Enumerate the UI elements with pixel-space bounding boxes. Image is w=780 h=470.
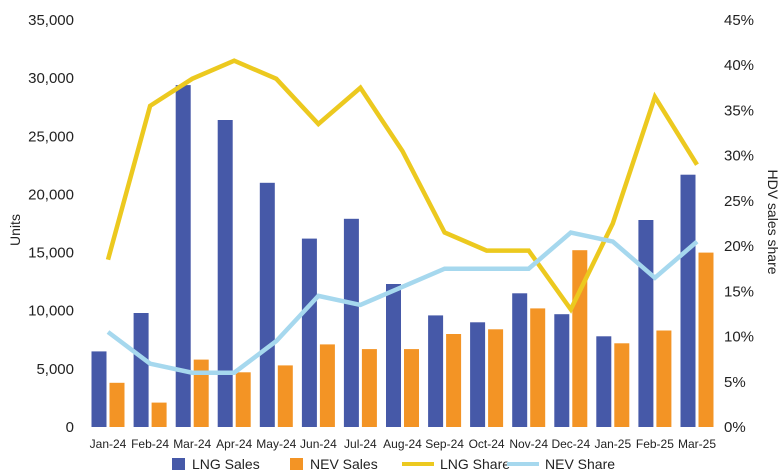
x-tick-label: Apr-24 bbox=[216, 437, 252, 451]
bar-nev-sales-jun-24 bbox=[319, 344, 335, 427]
x-tick-label: Feb-24 bbox=[131, 437, 169, 451]
y2-tick-label: 40% bbox=[724, 57, 754, 74]
y2-tick-label: 30% bbox=[724, 148, 754, 165]
x-tick-label: Oct-24 bbox=[469, 437, 505, 451]
x-tick-label: Dec-24 bbox=[551, 437, 590, 451]
bar-nev-sales-feb-24 bbox=[151, 402, 167, 427]
bar-lng-sales-jun-24 bbox=[301, 238, 317, 427]
x-tick-label: Aug-24 bbox=[383, 437, 422, 451]
right-axis-title: HDV sales share bbox=[765, 169, 780, 274]
bars-layer bbox=[91, 85, 714, 427]
legend-swatch-lng-sales bbox=[172, 458, 185, 470]
bar-nev-sales-aug-24 bbox=[404, 349, 419, 427]
bar-lng-sales-dec-24 bbox=[554, 314, 570, 427]
bar-lng-sales-aug-24 bbox=[386, 284, 401, 427]
bar-nev-sales-mar-24 bbox=[193, 359, 209, 427]
bar-nev-sales-nov-24 bbox=[530, 308, 546, 427]
x-tick-label: Jun-24 bbox=[300, 437, 337, 451]
bar-nev-sales-mar-25 bbox=[698, 252, 714, 427]
legend: LNG Sales NEV Sales LNG Share NEV Share bbox=[172, 456, 615, 470]
y2-tick-label: 20% bbox=[724, 238, 754, 255]
bar-lng-sales-may-24 bbox=[259, 182, 275, 427]
y-tick-label: 15,000 bbox=[28, 245, 74, 262]
left-axis-title: Units bbox=[7, 214, 23, 246]
y2-tick-label: 25% bbox=[724, 193, 754, 210]
x-tick-label: Mar-25 bbox=[678, 437, 716, 451]
right-axis-ticks: 0% 5% 10% 15% 20% 25% 30% 35% 40% 45% bbox=[724, 12, 754, 436]
bar-nev-sales-jan-24 bbox=[109, 382, 125, 427]
y2-tick-label: 15% bbox=[724, 283, 754, 300]
line-lng-share bbox=[105, 58, 699, 314]
bar-lng-sales-apr-24 bbox=[217, 120, 233, 427]
bar-lng-sales-jul-24 bbox=[343, 218, 359, 427]
y-tick-label: 0 bbox=[66, 419, 74, 436]
bar-lng-sales-jan-25 bbox=[596, 336, 612, 427]
left-axis-ticks: 0 5,000 10,000 15,000 20,000 25,000 30,000 35,0… bbox=[28, 12, 74, 436]
bar-lng-sales-feb-24 bbox=[133, 313, 149, 427]
bar-nev-sales-oct-24 bbox=[488, 329, 504, 427]
y-tick-label: 5,000 bbox=[36, 361, 74, 378]
x-tick-label: Sep-24 bbox=[425, 437, 464, 451]
lines-layer bbox=[105, 58, 699, 375]
y2-tick-label: 35% bbox=[724, 102, 754, 119]
bar-lng-sales-jan-24 bbox=[91, 351, 107, 427]
x-tick-label: Nov-24 bbox=[509, 437, 548, 451]
x-axis-ticks: Jan-24 Feb-24 Mar-24 Apr-24 May-24 Jun-24 Jul-… bbox=[90, 437, 717, 451]
legend-label-nev-share: NEV Share bbox=[545, 456, 615, 470]
y-tick-label: 25,000 bbox=[28, 128, 74, 145]
bar-lng-sales-oct-24 bbox=[470, 322, 486, 427]
x-tick-label: Jul-24 bbox=[344, 437, 377, 451]
y2-tick-label: 0% bbox=[724, 419, 746, 436]
bar-nev-sales-apr-24 bbox=[235, 372, 251, 427]
y2-tick-label: 5% bbox=[724, 374, 746, 391]
bar-nev-sales-sep-24 bbox=[446, 334, 462, 427]
bar-lng-sales-mar-24 bbox=[175, 85, 191, 427]
x-tick-label: Feb-25 bbox=[636, 437, 674, 451]
line-nev-share bbox=[106, 230, 699, 375]
y-tick-label: 35,000 bbox=[28, 12, 74, 29]
x-tick-label: Jan-24 bbox=[90, 437, 127, 451]
x-tick-label: Jan-25 bbox=[594, 437, 631, 451]
x-tick-label: May-24 bbox=[256, 437, 296, 451]
bar-nev-sales-feb-25 bbox=[656, 330, 672, 427]
bar-nev-sales-jul-24 bbox=[361, 349, 377, 427]
bar-lng-sales-mar-25 bbox=[680, 174, 696, 427]
y-tick-label: 10,000 bbox=[28, 303, 74, 320]
bar-nev-sales-may-24 bbox=[277, 365, 293, 427]
y2-tick-label: 45% bbox=[724, 12, 754, 29]
y-tick-label: 20,000 bbox=[28, 186, 74, 203]
bar-lng-sales-feb-25 bbox=[638, 220, 654, 427]
bar-nev-sales-jan-25 bbox=[614, 343, 630, 427]
x-tick-label: Mar-24 bbox=[173, 437, 211, 451]
bar-lng-sales-nov-24 bbox=[512, 293, 528, 427]
y2-tick-label: 10% bbox=[724, 329, 754, 346]
legend-label-lng-share: LNG Share bbox=[440, 456, 510, 470]
legend-swatch-nev-sales bbox=[290, 458, 303, 470]
y-tick-label: 30,000 bbox=[28, 70, 74, 87]
legend-label-lng-sales: LNG Sales bbox=[192, 456, 260, 470]
legend-label-nev-sales: NEV Sales bbox=[310, 456, 378, 470]
bar-lng-sales-sep-24 bbox=[428, 315, 444, 427]
